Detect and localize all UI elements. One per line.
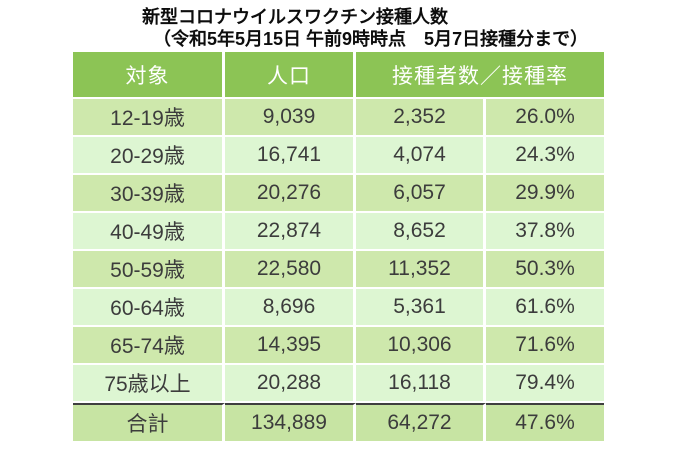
total-label-cell: 合計: [73, 403, 225, 443]
rate-cell: 79.4%: [486, 365, 604, 403]
vaccinated-cell: 4,074: [356, 137, 486, 175]
age-group-cell: 75歳以上: [73, 365, 225, 403]
age-group-cell: 50-59歳: [73, 251, 225, 289]
header-population: 人口: [225, 52, 356, 99]
table-row: 60-64歳 8,696 5,361 61.6%: [73, 289, 604, 327]
rate-cell: 24.3%: [486, 137, 604, 175]
rate-cell: 71.6%: [486, 327, 604, 365]
population-cell: 20,276: [225, 175, 356, 213]
vaccinated-cell: 11,352: [356, 251, 486, 289]
table-row: 65-74歳 14,395 10,306 71.6%: [73, 327, 604, 365]
rate-cell: 61.6%: [486, 289, 604, 327]
population-cell: 16,741: [225, 137, 356, 175]
header-vaccinated-rate: 接種者数／接種率: [356, 52, 604, 99]
age-group-cell: 12-19歳: [73, 99, 225, 137]
population-cell: 22,874: [225, 213, 356, 251]
rate-cell: 50.3%: [486, 251, 604, 289]
population-cell: 9,039: [225, 99, 356, 137]
vaccinated-cell: 16,118: [356, 365, 486, 403]
population-cell: 8,696: [225, 289, 356, 327]
table-row: 40-49歳 22,874 8,652 37.8%: [73, 213, 604, 251]
vaccinated-cell: 6,057: [356, 175, 486, 213]
age-group-cell: 20-29歳: [73, 137, 225, 175]
population-cell: 14,395: [225, 327, 356, 365]
population-cell: 22,580: [225, 251, 356, 289]
page-title: 新型コロナウイルスワクチン接種人数 （令和5年5月15日 午前9時時点 5月7日…: [142, 6, 588, 50]
table-row: 75歳以上 20,288 16,118 79.4%: [73, 365, 604, 403]
table-row: 30-39歳 20,276 6,057 29.9%: [73, 175, 604, 213]
vaccination-table: 対象 人口 接種者数／接種率 12-19歳 9,039 2,352 26.0% …: [73, 52, 604, 443]
rate-cell: 29.9%: [486, 175, 604, 213]
total-row: 合計 134,889 64,272 47.6%: [73, 403, 604, 443]
rate-cell: 37.8%: [486, 213, 604, 251]
table-row: 20-29歳 16,741 4,074 24.3%: [73, 137, 604, 175]
table-row: 12-19歳 9,039 2,352 26.0%: [73, 99, 604, 137]
total-vaccinated-cell: 64,272: [356, 403, 486, 443]
table-row: 50-59歳 22,580 11,352 50.3%: [73, 251, 604, 289]
age-group-cell: 30-39歳: [73, 175, 225, 213]
total-rate-cell: 47.6%: [486, 403, 604, 443]
vaccinated-cell: 2,352: [356, 99, 486, 137]
age-group-cell: 40-49歳: [73, 213, 225, 251]
population-cell: 20,288: [225, 365, 356, 403]
total-population-cell: 134,889: [225, 403, 356, 443]
header-target: 対象: [73, 52, 225, 99]
title-line2: （令和5年5月15日 午前9時時点 5月7日接種分まで）: [153, 29, 589, 49]
vaccinated-cell: 5,361: [356, 289, 486, 327]
age-group-cell: 60-64歳: [73, 289, 225, 327]
header-row: 対象 人口 接種者数／接種率: [73, 52, 604, 99]
title-line1: 新型コロナウイルスワクチン接種人数: [142, 7, 448, 27]
rate-cell: 26.0%: [486, 99, 604, 137]
age-group-cell: 65-74歳: [73, 327, 225, 365]
vaccinated-cell: 10,306: [356, 327, 486, 365]
vaccinated-cell: 8,652: [356, 213, 486, 251]
